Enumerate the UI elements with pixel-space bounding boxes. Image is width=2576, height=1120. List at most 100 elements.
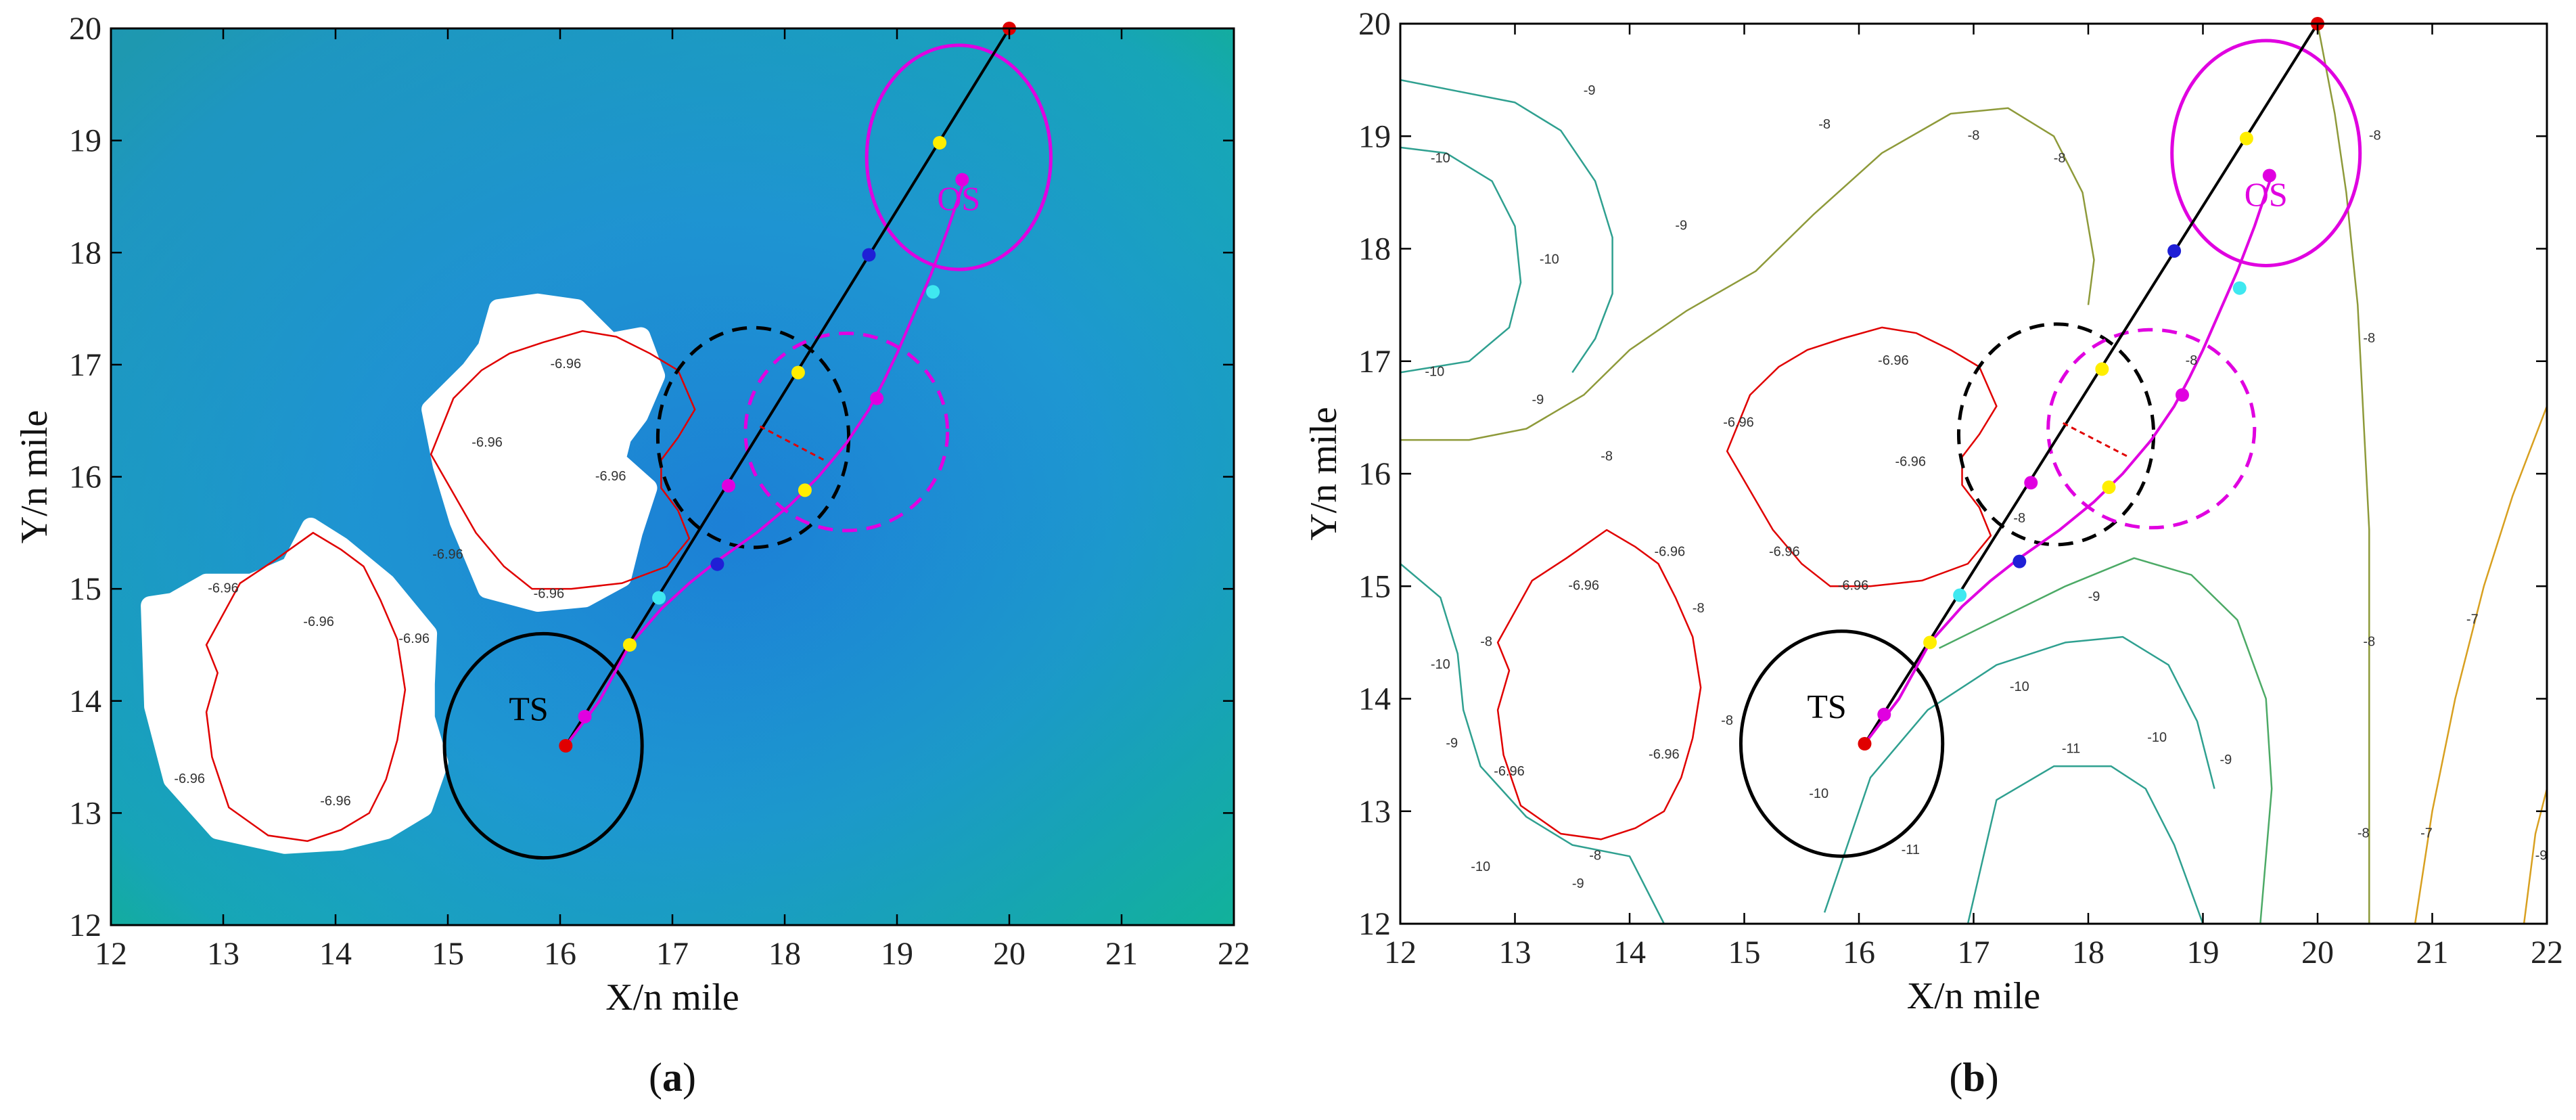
track-point-marker bbox=[1877, 707, 1891, 721]
track-point-marker bbox=[955, 173, 969, 187]
contour-label: -9 bbox=[1572, 876, 1584, 891]
x-tick-label: 15 bbox=[432, 936, 464, 972]
track-point-marker bbox=[2024, 476, 2038, 490]
contour-label: -9 bbox=[1584, 83, 1596, 98]
axes-layer: 12 13 14 15 16 17 18 19 20 21 22 12 13 14 15 16 17 18 19 20… bbox=[14, 11, 1250, 1018]
contour-label: -8 bbox=[1721, 713, 1733, 728]
x-tick-label: 21 bbox=[2416, 935, 2449, 970]
contour-label: -7 bbox=[2420, 826, 2433, 841]
contour-label: -8 bbox=[1480, 635, 1492, 650]
contour-label: -6.96 bbox=[1655, 545, 1686, 560]
y-tick-label: 14 bbox=[69, 684, 101, 719]
ship-domain-os-domain-at-encounter bbox=[2046, 328, 2257, 530]
panel-b: -10-10-10-9-9-9-8-8-8-8-8-8-8-8-8-8-8-8-… bbox=[1303, 6, 2563, 1100]
y-tick-label: 17 bbox=[69, 347, 101, 383]
y-tick-label: 20 bbox=[69, 11, 101, 47]
y-tick-label: 13 bbox=[1358, 794, 1391, 830]
x-tick-label: 22 bbox=[1218, 936, 1250, 972]
obstacles-layer bbox=[141, 293, 696, 854]
track-point-marker bbox=[2095, 362, 2109, 376]
track-point-marker bbox=[791, 365, 805, 380]
markers-layer bbox=[559, 22, 1016, 753]
contour-label: -8 bbox=[1589, 849, 1601, 864]
contour-label: -8 bbox=[2054, 151, 2066, 166]
track-point-marker bbox=[652, 591, 666, 605]
contour-label: -8 bbox=[2186, 353, 2198, 368]
contour-line bbox=[1496, 529, 1702, 841]
contour-label: -6.96 bbox=[1895, 455, 1926, 470]
contour-line bbox=[1400, 107, 2095, 441]
track-point-marker bbox=[2013, 554, 2027, 568]
contour-line bbox=[1939, 557, 2273, 924]
own-ship-course-line bbox=[1863, 24, 2319, 745]
contour-label: -6.96 bbox=[595, 469, 626, 484]
annotations-layer: TS OS bbox=[1807, 175, 2287, 725]
ship-domain-ts-ship-domain bbox=[442, 631, 644, 860]
contour-label: -10 bbox=[1471, 859, 1490, 874]
contour-label: -6.96 bbox=[1723, 415, 1754, 430]
contour-line bbox=[1823, 635, 2215, 913]
contour-label: -10 bbox=[1431, 151, 1450, 166]
y-tick-label: 12 bbox=[69, 908, 101, 943]
x-tick-label: 18 bbox=[2072, 935, 2104, 970]
contour-line bbox=[1967, 765, 2204, 924]
contour-label: -9 bbox=[2535, 849, 2548, 864]
obstacle-island-left bbox=[141, 518, 448, 854]
annotations-layer: TS OS bbox=[509, 179, 980, 727]
ship-domain-os-ship-domain bbox=[865, 43, 1053, 271]
x-tick-label: 15 bbox=[1728, 935, 1761, 970]
contour-line bbox=[2523, 788, 2547, 924]
closest-approach-line bbox=[2063, 422, 2129, 458]
y-tick-label: 17 bbox=[1358, 344, 1391, 380]
panel-caption-letter: a bbox=[662, 1055, 683, 1100]
y-tick-label: 14 bbox=[1358, 681, 1391, 717]
contour-label: -6.96 bbox=[208, 581, 239, 596]
avoidance-path-line bbox=[564, 179, 966, 747]
contour-label: -6.96 bbox=[472, 435, 503, 450]
contour-label: -8 bbox=[2369, 129, 2381, 143]
track-point-marker bbox=[2102, 480, 2116, 494]
contour-label: -10 bbox=[1809, 786, 1828, 801]
contour-labels-layer: -10-10-10-9-9-9-8-8-8-8-8-8-8-8-8-8-8-8-… bbox=[1425, 83, 2547, 891]
contour-label: -6.96 bbox=[432, 547, 463, 562]
x-tick-label: 14 bbox=[319, 936, 352, 972]
contour-label: -7 bbox=[2466, 612, 2479, 627]
track-point-marker bbox=[798, 483, 812, 497]
y-tick-label: 12 bbox=[1358, 906, 1391, 942]
y-tick-label: 15 bbox=[1358, 568, 1391, 604]
obstacle-island-right bbox=[421, 293, 666, 612]
panel-caption: (a) bbox=[649, 1055, 696, 1100]
contour-label: -10 bbox=[2010, 679, 2029, 694]
contour-label: -6.96 bbox=[1878, 353, 1909, 368]
ship-label-os: OS bbox=[937, 179, 980, 217]
contour-label: -10 bbox=[2147, 730, 2167, 745]
track-point-marker bbox=[926, 285, 940, 299]
contour-label: -10 bbox=[1540, 252, 1559, 267]
x-tick-label: 20 bbox=[2301, 935, 2334, 970]
track-point-marker bbox=[2239, 131, 2253, 145]
y-tick-label: 13 bbox=[69, 795, 101, 831]
track-point-marker bbox=[2167, 244, 2182, 258]
panel-caption-letter: b bbox=[1962, 1055, 1985, 1100]
y-axis-label: Y/n mile bbox=[14, 410, 55, 544]
y-tick-label: 16 bbox=[69, 460, 101, 495]
track-point-marker bbox=[2232, 281, 2247, 295]
x-tick-label: 16 bbox=[544, 936, 576, 972]
y-tick-label: 20 bbox=[1358, 6, 1391, 42]
track-point-marker bbox=[933, 135, 947, 150]
ship-label-ts: TS bbox=[509, 690, 548, 727]
contour-label: -6.96 bbox=[303, 614, 334, 629]
contour-label: -8 bbox=[1601, 449, 1613, 464]
x-tick-label: 18 bbox=[768, 936, 801, 972]
contour-label: -6.96 bbox=[320, 794, 351, 809]
contour-label: -9 bbox=[2088, 589, 2100, 604]
contour-line bbox=[2414, 405, 2547, 924]
avoidance-path-line bbox=[1863, 175, 2274, 745]
contour-label: -11 bbox=[1902, 843, 1920, 857]
y-tick-label: 18 bbox=[1358, 231, 1391, 267]
own-ship-course-line bbox=[564, 28, 1011, 747]
contour-label: -8 bbox=[2013, 511, 2025, 526]
y-tick-label: 19 bbox=[1358, 118, 1391, 154]
ship-label-os: OS bbox=[2245, 175, 2288, 213]
